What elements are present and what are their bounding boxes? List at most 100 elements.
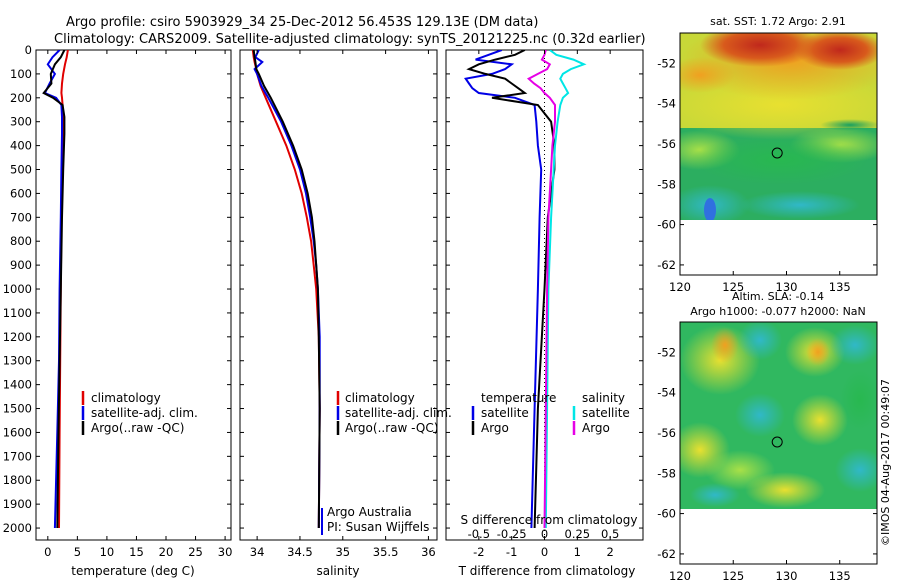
legend-salinity-heading: salinity bbox=[582, 391, 625, 405]
y-tick-label: 1600 bbox=[3, 425, 32, 439]
diff-legend: temperature satellite Argo salinity sate… bbox=[471, 391, 630, 435]
y-tick-label: 600 bbox=[10, 186, 32, 200]
y-tick-label: 100 bbox=[10, 67, 32, 81]
map-x-tick-label: 135 bbox=[829, 569, 851, 580]
diff-s-satellite-line bbox=[544, 50, 587, 529]
legend-satellite: satellite-adj. clim. bbox=[91, 406, 198, 420]
x-tick-label: 25 bbox=[188, 545, 203, 559]
y-tick-label: 300 bbox=[10, 115, 32, 129]
sla-map-frame bbox=[679, 321, 878, 565]
x2-tick-label: -0.25 bbox=[497, 527, 527, 541]
x-tick-label: 30 bbox=[218, 545, 233, 559]
x-tick-label: 20 bbox=[159, 545, 174, 559]
x2-tick-label: 0.25 bbox=[565, 527, 591, 541]
diff-s-xlabel: S difference from climatology bbox=[461, 513, 638, 527]
x-tick-label: 0 bbox=[44, 545, 51, 559]
diff-t-satellite-line bbox=[464, 50, 543, 529]
x2-tick-label: -0.5 bbox=[468, 527, 490, 541]
credit-pi: PI: Susan Wijffels bbox=[327, 520, 429, 534]
y-tick-label: 1900 bbox=[3, 497, 32, 511]
y-tick-label: 1100 bbox=[3, 306, 32, 320]
map-y-tick-label: -60 bbox=[657, 218, 676, 232]
y-tick-label: 1000 bbox=[3, 282, 32, 296]
map-x-tick-label: 120 bbox=[669, 569, 691, 580]
diff-t-argo-line bbox=[466, 50, 556, 529]
credit-org: Argo Australia bbox=[327, 505, 412, 519]
map-y-tick-label: -54 bbox=[657, 97, 676, 111]
sst-argo-position-marker bbox=[771, 147, 783, 159]
y-tick-label: 900 bbox=[10, 258, 32, 272]
map-x-tick-label: 125 bbox=[722, 569, 744, 580]
x-tick-label: -1 bbox=[506, 545, 517, 559]
x-tick-label: 36 bbox=[421, 545, 436, 559]
legend-argo: Argo(..raw -QC) bbox=[345, 421, 438, 435]
sst-map-frame bbox=[679, 32, 878, 276]
sla-map-title-2: Argo h1000: -0.077 h2000: NaN bbox=[690, 305, 866, 318]
x2-tick-label: 0.5 bbox=[601, 527, 619, 541]
legend-t-argo: Argo bbox=[481, 421, 509, 435]
salinity-panel-frame bbox=[239, 49, 438, 541]
temp-legend: climatology satellite-adj. clim. Argo(..… bbox=[81, 391, 198, 435]
sal-climatology-line bbox=[251, 50, 321, 529]
y-tick-label: 1500 bbox=[3, 402, 32, 416]
map-y-tick-label: -62 bbox=[657, 258, 676, 272]
y-tick-label: 1200 bbox=[3, 330, 32, 344]
header-line-1: Argo profile: csiro 5903929_34 25-Dec-20… bbox=[66, 15, 538, 30]
sla-map-field bbox=[680, 322, 877, 509]
temp-xlabel: temperature (deg C) bbox=[71, 564, 194, 578]
x-tick-label: 35.5 bbox=[373, 545, 399, 559]
x-tick-label: 35 bbox=[335, 545, 350, 559]
map-x-tick-label: 125 bbox=[722, 280, 744, 294]
legend-s-argo: Argo bbox=[582, 421, 610, 435]
x-tick-label: 0 bbox=[541, 545, 548, 559]
x-tick-label: 5 bbox=[74, 545, 81, 559]
y-tick-label: 800 bbox=[10, 234, 32, 248]
sla-map-title-1: Altim. SLA: -0.14 bbox=[732, 290, 824, 303]
sal-satellite-line bbox=[253, 50, 321, 529]
diff-t-xlabel: T difference from climatology bbox=[458, 564, 636, 578]
x-tick-label: 34.5 bbox=[287, 545, 313, 559]
x-tick-label: 15 bbox=[129, 545, 144, 559]
map-x-tick-label: 130 bbox=[776, 569, 798, 580]
legend-climatology: climatology bbox=[91, 391, 161, 405]
map-x-tick-label: 120 bbox=[669, 280, 691, 294]
y-tick-label: 700 bbox=[10, 210, 32, 224]
sst-map-title: sat. SST: 1.72 Argo: 2.91 bbox=[710, 15, 846, 28]
map-x-tick-label: 130 bbox=[776, 280, 798, 294]
y-tick-label: 0 bbox=[25, 43, 32, 57]
legend-climatology: climatology bbox=[345, 391, 415, 405]
map-y-tick-label: -58 bbox=[657, 466, 676, 480]
y-tick-label: 2000 bbox=[3, 521, 32, 535]
y-tick-label: 400 bbox=[10, 139, 32, 153]
map-y-tick-label: -58 bbox=[657, 177, 676, 191]
legend-t-satellite: satellite bbox=[481, 406, 529, 420]
map-x-tick-label: 135 bbox=[829, 280, 851, 294]
temperature-series bbox=[42, 50, 69, 529]
salinity-series bbox=[251, 50, 321, 529]
sal-argo-line bbox=[252, 50, 321, 529]
y-tick-label: 1300 bbox=[3, 354, 32, 368]
legend-temperature-heading: temperature bbox=[481, 391, 556, 405]
legend-s-satellite: satellite bbox=[582, 406, 630, 420]
difference-series bbox=[464, 50, 587, 540]
y-tick-label: 200 bbox=[10, 91, 32, 105]
legend-argo: Argo(..raw -QC) bbox=[91, 421, 184, 435]
map-y-tick-label: -56 bbox=[657, 426, 676, 440]
map-y-tick-label: -52 bbox=[657, 56, 676, 70]
x-tick-label: 34 bbox=[250, 545, 265, 559]
map-y-tick-label: -54 bbox=[657, 386, 676, 400]
map-y-tick-label: -60 bbox=[657, 507, 676, 521]
map-y-tick-label: -52 bbox=[657, 345, 676, 359]
x-tick-label: 2 bbox=[607, 545, 614, 559]
sla-argo-position-marker bbox=[771, 436, 783, 448]
temperature-panel-frame bbox=[35, 49, 232, 541]
y-tick-label: 500 bbox=[10, 163, 32, 177]
x2-tick-label: 0 bbox=[541, 527, 548, 541]
sal-legend: climatology satellite-adj. clim. Argo(..… bbox=[336, 391, 452, 435]
sst-map-field bbox=[680, 33, 877, 220]
legend-satellite: satellite-adj. clim. bbox=[345, 406, 452, 420]
header-line-2: Climatology: CARS2009. Satellite-adjuste… bbox=[54, 32, 646, 47]
diff-s-argo-line bbox=[526, 50, 556, 529]
